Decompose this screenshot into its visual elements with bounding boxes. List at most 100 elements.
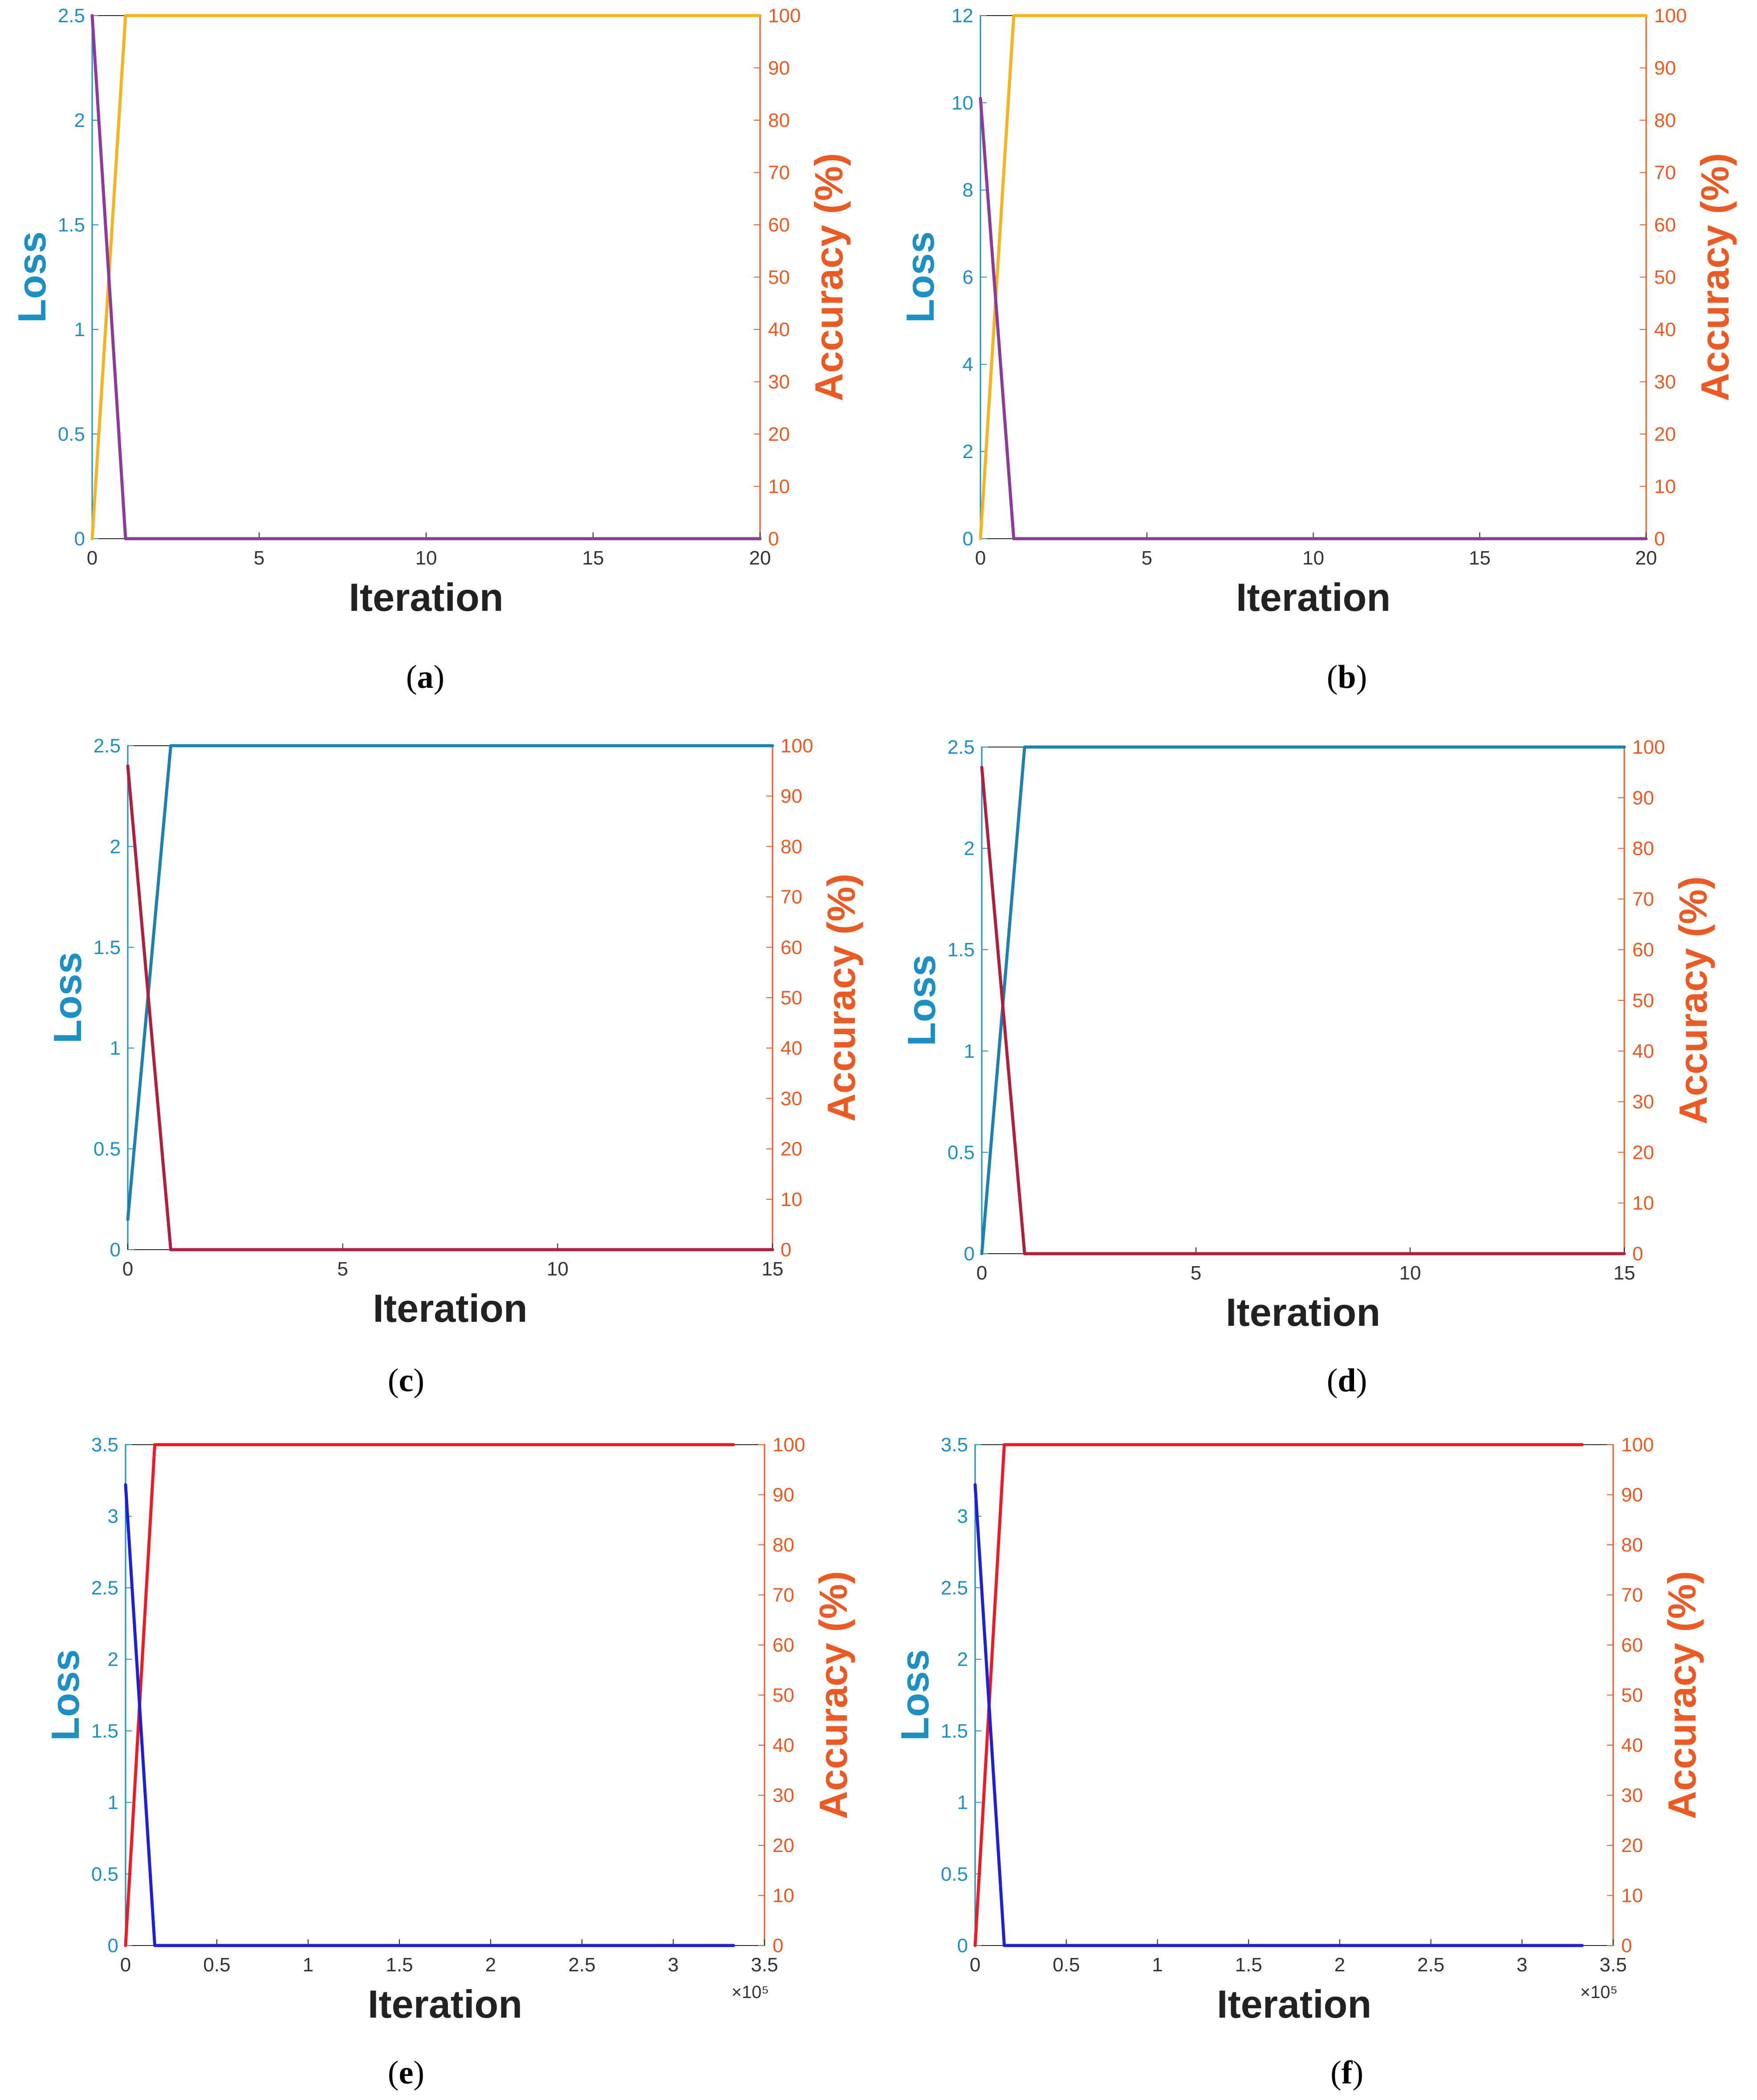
chart-panel-a: 0 5 10 15 2000.511.522.501020304050607080901… — [10, 5, 851, 695]
chart-panel-b: 0 5 10 15 200246810120102030405060708090100I… — [898, 5, 1737, 695]
left-y-tick-label: 1 — [964, 1040, 975, 1062]
x-tick-label: 15 — [762, 1258, 784, 1280]
right-y-tick-label: 10 — [768, 476, 790, 498]
left-y-tick-label: 2.5 — [91, 1577, 118, 1599]
x-tick-label: 5 — [254, 547, 264, 569]
x-tick-label: 1.5 — [386, 1954, 413, 1976]
x-axis-title: Iteration — [1236, 575, 1391, 619]
right-y-tick-label: 90 — [1654, 57, 1676, 79]
right-y-tick-label: 80 — [1621, 1534, 1643, 1556]
left-y-tick-label: 3 — [957, 1506, 968, 1527]
left-y-tick-label: 2 — [963, 441, 973, 463]
x-exponent-label: ×10⁵ — [1580, 1982, 1618, 2002]
x-tick-label: 0 — [122, 1258, 133, 1280]
right-y-tick-label: 80 — [773, 1534, 794, 1556]
left-y-tick-label: 3 — [108, 1506, 118, 1527]
x-axis-title: Iteration — [1226, 1290, 1380, 1334]
left-y-tick-label: 8 — [963, 179, 973, 201]
plot-frame — [127, 745, 773, 1250]
x-axis-title: Iteration — [373, 1286, 527, 1330]
left-y-tick-label: 1 — [110, 1037, 121, 1059]
series-line-loss — [979, 97, 1648, 540]
left-y-tick-label: 12 — [952, 5, 973, 27]
right-y-tick-label: 70 — [1632, 888, 1654, 910]
x-tick-label: 0 — [120, 1954, 131, 1976]
series-line-accuracy — [124, 1443, 735, 1947]
right-y-axis-title: Accuracy (%) — [1671, 876, 1715, 1125]
left-y-tick-label: 0 — [74, 528, 85, 550]
panel-caption: (b) — [1327, 659, 1367, 695]
left-y-axis-title: Loss — [10, 232, 54, 323]
plot-frame — [981, 747, 1625, 1254]
right-y-tick-label: 60 — [768, 214, 790, 236]
x-axis-title: Iteration — [349, 575, 503, 619]
x-tick-label: 20 — [1635, 547, 1657, 569]
panel-caption: (f) — [1330, 2055, 1363, 2091]
right-y-axis-title: Accuracy (%) — [1660, 1571, 1704, 1820]
x-tick-label: 0.5 — [1053, 1954, 1080, 1976]
chart-panel-e: 0 0.5 1 1.5 2 2.5 3 3.500.511.522.533.501020304… — [43, 1434, 855, 2091]
left-y-tick-label: 2.5 — [941, 1577, 968, 1599]
x-tick-label: 0 — [976, 1262, 987, 1284]
x-exponent-label: ×10⁵ — [732, 1982, 769, 2002]
right-y-tick-label: 60 — [1632, 939, 1654, 961]
right-y-tick-label: 30 — [1654, 371, 1676, 393]
right-y-tick-label: 0 — [781, 1239, 791, 1261]
x-tick-label: 2.5 — [568, 1954, 595, 1976]
right-y-tick-label: 30 — [773, 1785, 794, 1807]
right-y-tick-label: 40 — [1654, 319, 1676, 341]
left-y-tick-label: 2 — [957, 1649, 968, 1670]
panel-caption: (e) — [388, 2055, 424, 2091]
right-y-tick-label: 0 — [773, 1935, 783, 1957]
left-y-tick-label: 2.5 — [58, 5, 85, 27]
right-y-tick-label: 80 — [1654, 110, 1676, 131]
right-y-tick-label: 50 — [781, 987, 802, 1009]
left-y-tick-label: 0.5 — [941, 1863, 968, 1885]
right-y-tick-label: 100 — [781, 735, 813, 757]
left-y-axis-title: Loss — [893, 1649, 937, 1741]
left-y-axis-title: Loss — [45, 952, 89, 1043]
right-y-tick-label: 70 — [773, 1584, 794, 1606]
right-y-tick-label: 50 — [773, 1685, 794, 1706]
left-y-tick-label: 10 — [952, 92, 973, 114]
left-y-tick-label: 2 — [74, 110, 85, 131]
x-tick-label: 10 — [1399, 1262, 1421, 1284]
left-y-tick-label: 0.5 — [58, 423, 85, 445]
left-y-tick-label: 0 — [108, 1935, 118, 1957]
left-y-tick-label: 0 — [964, 1243, 975, 1265]
left-y-tick-label: 6 — [963, 267, 973, 288]
left-y-tick-label: 0.5 — [948, 1141, 975, 1163]
right-y-tick-label: 20 — [1654, 423, 1676, 445]
right-y-axis-title: Accuracy (%) — [1693, 153, 1737, 402]
series-line-accuracy — [979, 14, 1648, 540]
series-line-loss — [126, 764, 774, 1251]
x-tick-label: 10 — [547, 1258, 569, 1280]
right-y-tick-label: 80 — [781, 836, 802, 857]
series-line-loss — [973, 1483, 1584, 1947]
left-y-tick-label: 2.5 — [94, 735, 121, 757]
right-y-tick-label: 20 — [1632, 1141, 1654, 1163]
x-tick-label: 0.5 — [203, 1954, 230, 1976]
right-y-tick-label: 40 — [781, 1037, 802, 1059]
left-y-tick-label: 1.5 — [94, 937, 121, 959]
plot-frame — [125, 1444, 765, 1946]
right-y-tick-label: 50 — [1621, 1685, 1643, 1706]
right-y-tick-label: 20 — [781, 1138, 802, 1160]
right-y-tick-label: 20 — [1621, 1835, 1643, 1856]
right-y-tick-label: 0 — [768, 528, 779, 550]
right-y-tick-label: 90 — [1621, 1484, 1643, 1506]
left-y-axis-title: Loss — [898, 232, 942, 323]
left-y-tick-label: 1.5 — [58, 214, 85, 236]
right-y-tick-label: 10 — [1621, 1885, 1643, 1907]
right-y-tick-label: 20 — [773, 1835, 794, 1856]
series-line-accuracy — [126, 744, 774, 1221]
left-y-tick-label: 2.5 — [948, 736, 975, 758]
series-line-accuracy — [90, 14, 762, 540]
left-y-axis-title: Loss — [899, 955, 944, 1046]
x-tick-label: 1 — [1152, 1954, 1163, 1976]
panel-caption: (c) — [388, 1362, 424, 1399]
right-y-tick-label: 60 — [1654, 214, 1676, 236]
left-y-tick-label: 3.5 — [941, 1434, 968, 1456]
right-y-tick-label: 60 — [1621, 1634, 1643, 1656]
